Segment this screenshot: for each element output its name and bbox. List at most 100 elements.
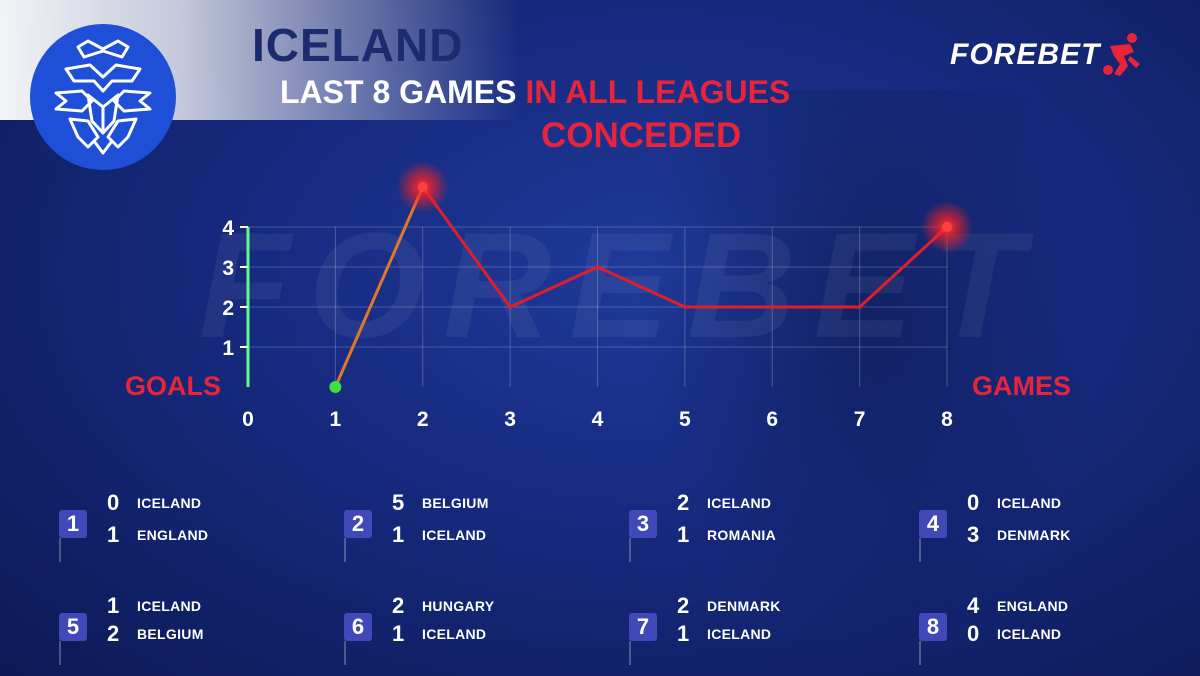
flag-pole (59, 641, 61, 665)
flag-pole (919, 641, 921, 665)
bottom-team: ICELAND (707, 626, 772, 642)
data-point-7 (857, 305, 862, 309)
game-card-7: 7 2 DENMARK 1 ICELAND (625, 593, 875, 665)
data-point-3 (508, 305, 513, 309)
game-flag-icon: 4 (915, 498, 949, 562)
iceland-crest (30, 24, 176, 170)
flag-pole (629, 641, 631, 665)
y-tick-label-1: 1 (222, 337, 234, 360)
bottom-team: ICELAND (422, 527, 487, 543)
game-number: 5 (59, 613, 87, 641)
game-number: 3 (629, 510, 657, 538)
bottom-team: DENMARK (997, 527, 1071, 543)
x-tick-label-7: 7 (854, 408, 866, 431)
top-score: 2 (677, 593, 690, 618)
top-team: BELGIUM (422, 495, 489, 511)
x-tick-label-4: 4 (592, 408, 604, 431)
forebet-player-icon (1103, 33, 1141, 76)
top-score: 2 (677, 490, 690, 515)
top-team: ENGLAND (997, 598, 1069, 614)
data-point-2 (417, 182, 428, 192)
flag-pole (344, 538, 346, 562)
x-tick-label-0: 0 (242, 408, 254, 431)
brand-name: FOREBET (950, 38, 1101, 71)
data-point-1 (329, 381, 342, 393)
y-tick-label-2: 2 (222, 297, 234, 320)
x-tick-label-1: 1 (330, 408, 342, 431)
game-card-2: 2 5 BELGIUM 1 ICELAND (340, 490, 590, 562)
top-score: 1 (107, 593, 120, 618)
top-team: ICELAND (707, 495, 772, 511)
game-flag-icon: 5 (55, 601, 89, 665)
game-card-5: 5 1 ICELAND 2 BELGIUM (55, 593, 305, 665)
game-number: 2 (344, 510, 372, 538)
brand-watermark: FOREBET (198, 201, 1042, 369)
forebet-logo: FOREBET (950, 30, 1144, 80)
top-team: ICELAND (997, 495, 1062, 511)
top-score: 4 (967, 593, 980, 618)
bottom-team: ENGLAND (137, 527, 209, 543)
game-card-8: 8 4 ENGLAND 0 ICELAND (915, 593, 1165, 665)
bottom-score: 1 (392, 621, 405, 646)
game-flag-icon: 2 (340, 498, 374, 562)
bottom-team: BELGIUM (137, 626, 204, 642)
game-card-6: 6 2 HUNGARY 1 ICELAND (340, 593, 590, 665)
game-card-4: 4 0 ICELAND 3 DENMARK (915, 490, 1165, 562)
bottom-score: 1 (392, 522, 405, 547)
background-player (640, 90, 1100, 650)
data-point-8 (942, 222, 952, 232)
top-team: ICELAND (137, 598, 202, 614)
y-tick-label-4: 4 (222, 217, 234, 240)
top-team: ICELAND (137, 495, 202, 511)
game-flag-icon: 1 (55, 498, 89, 562)
top-score: 2 (392, 593, 405, 618)
flag-pole (919, 538, 921, 562)
x-tick-label-6: 6 (766, 408, 778, 431)
line-segment-3 (508, 265, 599, 309)
game-number: 7 (629, 613, 657, 641)
game-flag-icon: 8 (915, 601, 949, 665)
top-team: DENMARK (707, 598, 781, 614)
y-tick-label-3: 3 (222, 257, 234, 280)
subtitle-leagues: IN ALL LEAGUES (525, 74, 791, 110)
game-number: 8 (919, 613, 947, 641)
game-number: 1 (59, 510, 87, 538)
x-axis-label: GAMES (972, 371, 1072, 401)
y-axis-label: GOALS (125, 371, 222, 401)
top-score: 0 (107, 490, 120, 515)
bottom-score: 3 (967, 522, 980, 547)
game-number: 6 (344, 613, 372, 641)
game-number: 4 (919, 510, 947, 538)
subtitle: LAST 8 GAMES IN ALL LEAGUES (280, 74, 790, 111)
top-team: HUNGARY (422, 598, 495, 614)
line-segment-4 (596, 265, 687, 309)
bottom-score: 1 (677, 522, 690, 547)
game-flag-icon: 7 (625, 601, 659, 665)
flag-pole (344, 641, 346, 665)
games-list: 1 0 ICELAND 1 ENGLAND 2 5 BELGIUM 1 ICELAND 3 2 ICEL… (0, 480, 1200, 676)
x-tick-label-2: 2 (417, 408, 429, 431)
bottom-score: 0 (967, 621, 980, 646)
x-tick-label-5: 5 (679, 408, 691, 431)
game-card-1: 1 0 ICELAND 1 ENGLAND (55, 490, 305, 562)
bottom-score: 1 (677, 621, 690, 646)
game-flag-icon: 6 (340, 601, 374, 665)
data-point-4 (595, 265, 600, 269)
x-tick-label-8: 8 (941, 408, 953, 431)
bottom-score: 2 (107, 621, 120, 646)
flag-pole (59, 538, 61, 562)
bottom-team: ICELAND (422, 626, 487, 642)
top-score: 5 (392, 490, 405, 515)
game-flag-icon: 3 (625, 498, 659, 562)
bottom-score: 1 (107, 522, 120, 547)
subtitle-games: LAST 8 GAMES (280, 74, 517, 110)
subtitle-conceded: CONCEDED (541, 116, 742, 155)
flag-pole (629, 538, 631, 562)
page-title: ICELAND (252, 19, 464, 71)
bottom-team: ROMANIA (707, 527, 776, 543)
data-point-5 (682, 305, 687, 309)
data-point-6 (770, 305, 775, 309)
top-score: 0 (967, 490, 980, 515)
crest-emblem-icon (54, 39, 152, 155)
